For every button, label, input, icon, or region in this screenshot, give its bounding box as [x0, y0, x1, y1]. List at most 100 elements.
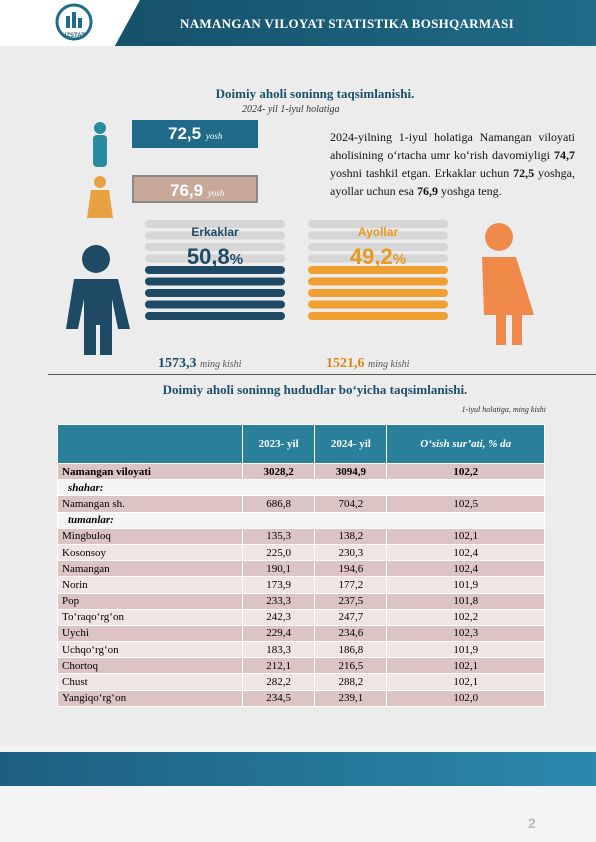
unit: ming kishi [200, 359, 242, 370]
section-title: Doimiy aholi soninng taqsimlanishi. [215, 86, 415, 101]
logo: UZSTAT [0, 0, 140, 46]
unit: yosh [205, 131, 223, 141]
cell: Kosonsoy [57, 543, 243, 562]
decor-bar [308, 243, 448, 251]
header-cell [57, 424, 243, 464]
male-life-box: 72,5 yosh [132, 120, 258, 148]
row: Mingbuloq 135,3 138,2 102,1 [57, 527, 545, 545]
cell: 216,5 [314, 657, 388, 675]
cell: 102,1 [386, 673, 545, 691]
cell: Chust [57, 673, 243, 691]
cell: Namangan viloyati [57, 462, 243, 481]
decor-bar [308, 220, 448, 228]
decor-bar [308, 300, 448, 309]
table-note: 1-iyul holatiga, ming kishi [461, 405, 546, 414]
decor-bar [145, 289, 285, 297]
gender-graphic [66, 220, 534, 355]
decor-bar [308, 266, 448, 274]
cell: Chortoq [57, 657, 243, 675]
cell: 102,1 [386, 527, 545, 545]
row: Kosonsoy 225,0 230,3 102,4 [57, 543, 545, 562]
text: 2024-yilning 1-iyul holatiga Namangan vi… [330, 130, 575, 162]
subheader-cell: tumanlar: [57, 511, 545, 529]
cell: Yangiqo‘rg‘on [57, 689, 243, 707]
cell: Namangan [57, 560, 243, 578]
logo-text: UZSTAT [62, 33, 85, 39]
cell: 102,2 [386, 608, 545, 626]
cell: 234,5 [241, 689, 316, 707]
row: Uychi 229,4 234,6 102,3 [57, 624, 545, 643]
row: Uchqo‘rg‘on 183,3 186,8 101,9 [57, 641, 545, 659]
decor-bar [145, 312, 285, 320]
cell: 3094,9 [314, 462, 388, 481]
subheader-cell: shahar: [57, 479, 545, 497]
male-percent: 50,8% [145, 244, 285, 270]
header-title: NAMANGAN VILOYAT STATISTIKA BOSHQARMASI [180, 16, 515, 31]
cell: 282,2 [241, 673, 316, 691]
decor-bar [308, 277, 448, 286]
row: Norin 173,9 177,2 101,9 [57, 576, 545, 594]
decor-bar [308, 289, 448, 297]
cell: Norin [57, 576, 243, 594]
unit: ming kishi [368, 359, 410, 370]
cell: 212,1 [241, 657, 316, 675]
unit: % [229, 251, 244, 268]
cell: 229,4 [241, 624, 316, 643]
row: shahar: [57, 479, 545, 497]
cell: Mingbuloq [57, 527, 243, 545]
female-count: 1521,6 ming kishi [326, 356, 409, 372]
cell: To‘raqo‘rg‘on [57, 608, 243, 626]
cell: 225,0 [241, 543, 316, 562]
header-cell: O‘sish sur’ati, % da [386, 424, 545, 464]
cell: Pop [57, 592, 243, 610]
male-count: 1573,3 ming kishi [158, 356, 241, 372]
text: 72,5 [513, 166, 535, 180]
female-label: Ayollar [357, 225, 399, 239]
cell: 102,4 [386, 543, 545, 562]
text: 76,9 [416, 184, 438, 198]
row: tumanlar: [57, 511, 545, 529]
cell: 3028,2 [241, 462, 316, 481]
decor-bar [145, 266, 285, 274]
unit: yosh [207, 188, 225, 198]
row: To‘raqo‘rg‘on 242,3 247,7 102,2 [57, 608, 545, 626]
cell: 102,0 [386, 689, 545, 707]
cell: 186,8 [314, 641, 388, 659]
decor-bar [308, 254, 448, 263]
text: yoshni tashkil etgan. Erkaklar uchun [330, 166, 514, 180]
decor-bar [145, 254, 285, 263]
cell: Uychi [57, 624, 243, 643]
decor-bar [308, 231, 448, 240]
cell: 135,3 [241, 527, 316, 545]
male-label: Erkaklar [191, 225, 239, 239]
row: Pop 233,3 237,5 101,8 [57, 592, 545, 610]
male-life: 72,5 [168, 124, 202, 143]
cell: 230,3 [314, 543, 388, 562]
cell: 237,5 [314, 592, 388, 610]
decor-bar [308, 312, 448, 320]
row: Namangan viloyati 3028,2 3094,9 102,2 [57, 462, 545, 481]
cell: 233,3 [241, 592, 316, 610]
decor-bar [145, 231, 285, 240]
logo-icon [55, 3, 93, 41]
value: 1521,6 [326, 356, 365, 371]
text: yoshga teng. [437, 184, 502, 198]
cell: 101,9 [386, 641, 545, 659]
female-life-box: 76,9 yosh [132, 175, 258, 203]
cell: 173,9 [241, 576, 316, 594]
cell: 177,2 [314, 576, 388, 594]
value: 1573,3 [158, 356, 197, 371]
cell: 102,4 [386, 560, 545, 578]
table: 2023- yil 2024- yil O‘sish sur’ati, % da Na… [57, 424, 545, 707]
cell: 101,9 [386, 576, 545, 594]
cell: 288,2 [314, 673, 388, 691]
cell: 686,8 [241, 495, 316, 513]
cell: 102,5 [386, 495, 545, 513]
decor-bar [145, 243, 285, 251]
cell: 102,2 [386, 462, 545, 481]
decor-bar [145, 300, 285, 309]
row: Chust 282,2 288,2 102,1 [57, 673, 545, 691]
page-number: 2 [528, 815, 536, 831]
cell: Namangan sh. [57, 495, 243, 513]
